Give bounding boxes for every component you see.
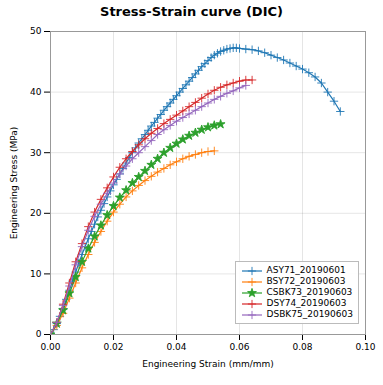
svg-text:10: 10 [30, 269, 42, 279]
svg-text:0.02: 0.02 [103, 342, 123, 352]
html-text:ASY71_20190601: ASY71_20190601 [266, 265, 346, 275]
html-text:DSBK75_20190603: DSBK75_20190603 [266, 309, 353, 319]
svg-text:30: 30 [30, 148, 42, 158]
html-text:Stress-Strain curve (DIC): Stress-Strain curve (DIC) [100, 4, 283, 19]
html-text:DSY74_20190603: DSY74_20190603 [266, 298, 347, 308]
svg-text:Engineering Strain (mm/mm): Engineering Strain (mm/mm) [142, 359, 274, 369]
svg-text:0: 0 [36, 329, 42, 339]
svg-text:0.00: 0.00 [40, 342, 60, 352]
svg-text:Engineering Stress (MPa): Engineering Stress (MPa) [9, 127, 19, 240]
html-text:CSBK73_20190603: CSBK73_20190603 [266, 287, 353, 297]
svg-text:0.04: 0.04 [166, 342, 186, 352]
html-text:BSY72_20190603: BSY72_20190603 [266, 276, 346, 286]
svg-text:0.10: 0.10 [355, 342, 375, 352]
svg-text:0.08: 0.08 [292, 342, 312, 352]
svg-text:20: 20 [30, 208, 42, 218]
svg-text:0.06: 0.06 [229, 342, 249, 352]
svg-text:40: 40 [30, 87, 42, 97]
svg-text:50: 50 [30, 26, 42, 36]
